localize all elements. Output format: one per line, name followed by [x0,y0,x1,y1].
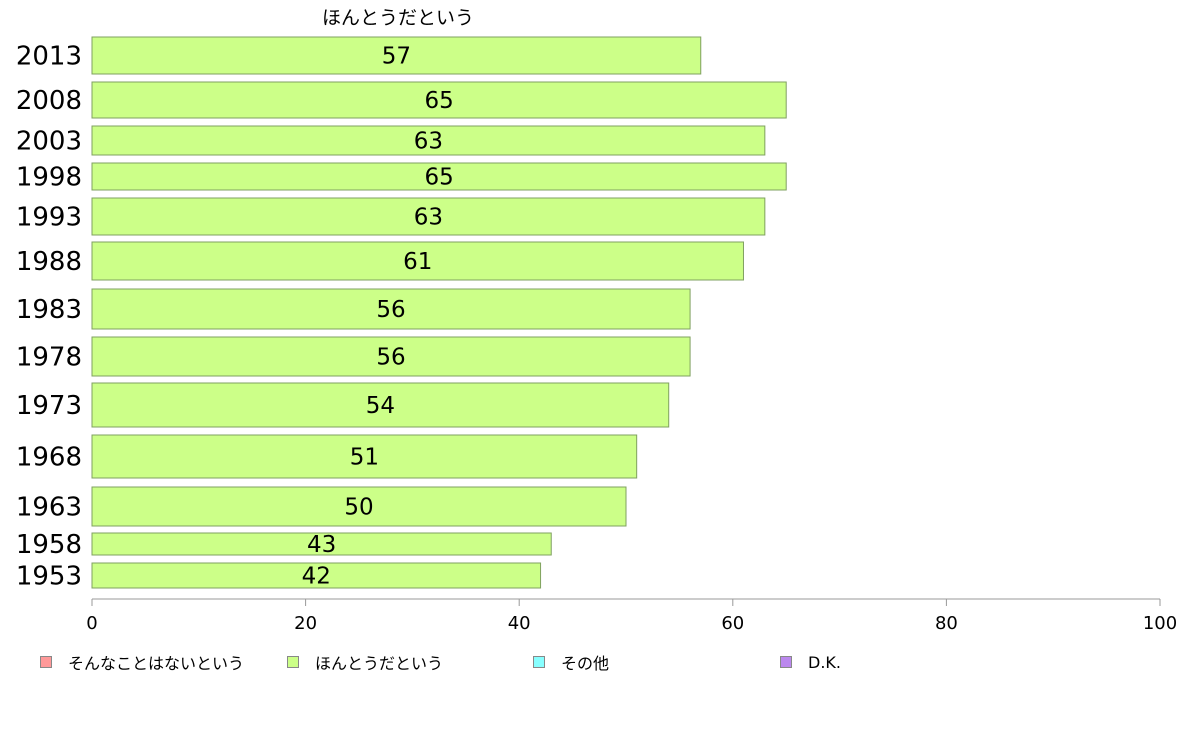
data-label: 63 [414,205,443,231]
bar-1993 [91,197,766,236]
legend-item: そんなことはないという [40,650,244,674]
category-label: 1978 [16,343,82,373]
legend-label: その他 [561,654,610,673]
category-label: 1958 [16,530,82,560]
bar-2008 [91,81,787,119]
category-label: 2013 [16,42,82,72]
bar-1973 [91,382,670,428]
bar-1983 [91,288,691,330]
category-label: 1988 [16,247,82,277]
legend: そんなことはないという ほんとうだという その他 D.K. [0,650,1188,674]
legend-item: D.K. [780,650,841,674]
x-tick-label: 100 [1143,613,1177,634]
legend-swatch [533,656,545,668]
category-label: 1973 [16,391,82,421]
x-tick-label: 0 [86,613,97,634]
legend-swatch [780,656,792,668]
data-label: 65 [424,165,453,191]
data-label: 57 [382,44,411,70]
data-label: 51 [350,445,379,471]
category-label: 1993 [16,203,82,233]
legend-item: その他 [533,650,609,674]
x-tick-label: 60 [721,613,744,634]
data-label: 61 [403,249,432,275]
bar-2013 [91,36,702,75]
legend-swatch [40,656,52,668]
bar-1963 [91,486,627,527]
data-label: 65 [424,88,453,114]
legend-label: そんなことはないという [68,654,245,673]
bar-1988 [91,241,744,281]
data-label: 54 [366,393,395,419]
chart-title: ほんとうだという [322,7,474,29]
bar-1953 [91,562,542,589]
legend-item: ほんとうだという [287,650,443,674]
category-label: 1998 [16,163,82,193]
bar-2003 [91,125,766,156]
bar-chart: ほんとうだという 2013 57 2008 65 2003 63 1998 65 1993 63 1… [16,7,1177,634]
category-label: 1968 [16,443,82,473]
data-label: 43 [307,532,336,558]
x-tick-label: 20 [294,613,317,634]
bar-1958 [91,532,552,556]
x-tick-label: 40 [508,613,531,634]
category-label: 1953 [16,562,82,592]
bar-1978 [91,336,691,377]
category-label: 1963 [16,493,82,523]
x-tick-label: 80 [935,613,958,634]
bar-1968 [91,434,638,479]
category-label: 2003 [16,127,82,157]
bar-1998 [91,162,787,191]
x-axis: 0 20 40 60 80 100 [86,598,1177,634]
data-label: 50 [344,495,373,521]
category-label: 1983 [16,295,82,325]
legend-label: ほんとうだという [315,654,444,673]
data-label: 63 [414,129,443,155]
legend-label: D.K. [808,652,841,672]
data-label: 56 [376,297,405,323]
data-label: 42 [302,564,331,590]
data-label: 56 [376,345,405,371]
legend-swatch [287,656,299,668]
bars-group: 2013 57 2008 65 2003 63 1998 65 1993 63 1988 61 1983… [16,36,787,592]
category-label: 2008 [16,86,82,116]
